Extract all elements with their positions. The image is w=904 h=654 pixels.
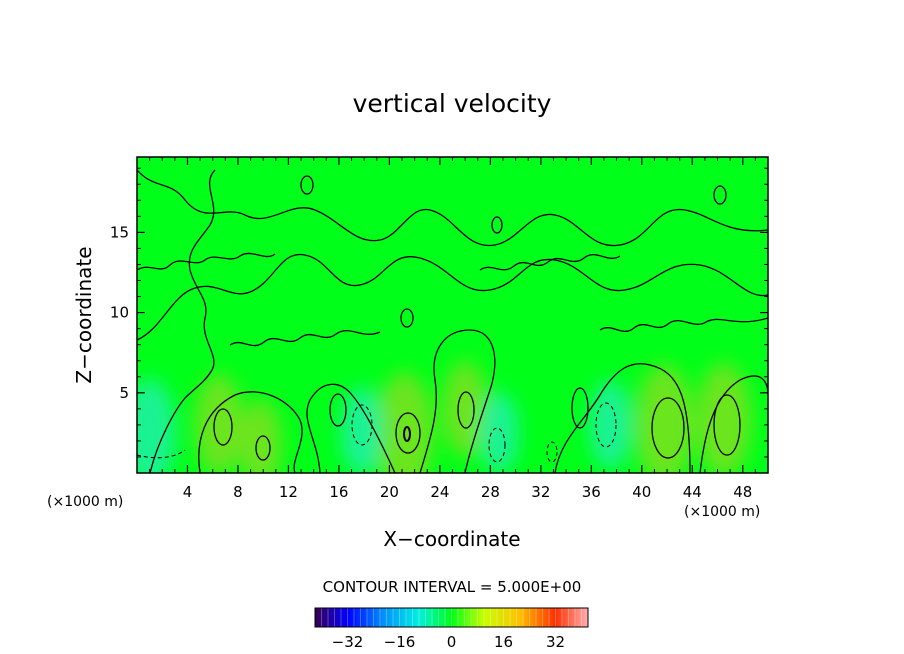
x-tick-label: 36 (582, 483, 601, 501)
contour-zero-left (149, 169, 216, 473)
colorbar-tick-label: −16 (384, 633, 416, 651)
contour-mid-band (137, 253, 768, 341)
contour-zero-5 (554, 363, 691, 473)
contour-downdraft-4 (595, 402, 617, 448)
y-tick-label: 15 (110, 223, 129, 241)
field-blob-downdraft-8 (479, 391, 519, 473)
y-tick-label: 5 (119, 384, 129, 402)
x-tick-label: 44 (683, 483, 702, 501)
contour-small-3 (491, 216, 503, 234)
colorbar-cells (321, 608, 582, 627)
contour-updraft-6 (713, 394, 741, 456)
field-blob-downdraft-9 (589, 380, 632, 470)
contour-small-2 (713, 185, 727, 205)
colorbar-tick-label: 0 (447, 633, 457, 651)
contour-small-4 (400, 308, 414, 328)
contour-wiggle-d (229, 329, 381, 347)
contour-updraft-1 (213, 408, 233, 446)
colorbar-gradient (315, 608, 588, 627)
contour-updraft-4 (457, 391, 475, 429)
contour-updraft-3 (395, 412, 421, 454)
contour-upper-band (137, 169, 768, 247)
y-axis: 5 10 15 (110, 167, 768, 458)
contour-zero-6 (699, 375, 768, 473)
contour-dashed (137, 402, 617, 463)
field-blobs (137, 361, 752, 473)
x-tick-label: 32 (531, 483, 550, 501)
x-unit-right: (×1000 m) (684, 504, 760, 520)
field-blob-updraft-5 (696, 362, 752, 473)
contour-wiggle-a (137, 252, 276, 271)
field-blob-downdraft-6 (137, 378, 176, 473)
field-blob-updraft-1 (239, 399, 282, 473)
contour-downdraft-2 (351, 404, 373, 446)
x-tick-label: 48 (733, 483, 752, 501)
x-tick-label: 16 (329, 483, 348, 501)
x-tick-label: 40 (632, 483, 651, 501)
field-blob-updraft-2 (375, 372, 434, 473)
contour-zero-4 (419, 329, 496, 473)
field-blob-updraft-0 (194, 374, 244, 473)
colorbar-ticks: −32 −16 0 16 32 (332, 633, 565, 651)
contour-zero-2 (198, 391, 303, 473)
contour-updraft-2 (255, 435, 271, 461)
colorbar-frame (314, 607, 589, 628)
chart-title: vertical velocity (353, 89, 552, 118)
y-axis-label: Z−coordinate (72, 246, 96, 383)
contour-small-1 (329, 393, 347, 427)
x-tick-label: 20 (380, 483, 399, 501)
y-tick-label: 10 (110, 304, 129, 322)
contour-interval-label: CONTOUR INTERVAL = 5.000E+00 (323, 578, 582, 596)
x-tick-label: 4 (183, 483, 193, 501)
x-tick-label: 12 (279, 483, 298, 501)
x-axis-label: X−coordinate (383, 527, 520, 551)
contour-zero-3 (306, 383, 396, 473)
x-unit-left: (×1000 m) (47, 494, 123, 510)
x-tick-label: 24 (430, 483, 449, 501)
contour-lines (137, 169, 768, 473)
x-axis: 4 8 12 16 20 24 28 32 36 40 44 48 (149, 157, 756, 501)
field-blob-updraft-4 (635, 364, 694, 473)
colorbar-tick-label: 32 (546, 633, 565, 651)
contour-downdraft-3 (488, 427, 506, 463)
contour-wiggle-c (599, 317, 768, 333)
x-tick-label: 8 (233, 483, 243, 501)
contour-updraft-3-core (403, 426, 411, 442)
x-tick-label: 28 (481, 483, 500, 501)
colorbar-tick-label: 16 (494, 633, 513, 651)
contour-updraft-7 (571, 387, 589, 429)
contour-updraft-5 (651, 397, 685, 459)
contour-small-5 (300, 175, 314, 195)
colorbar-tick-label: −32 (332, 633, 364, 651)
field-blob-downdraft-7 (340, 386, 383, 473)
colorbar: −32 −16 0 16 32 (314, 607, 589, 651)
contour-downdraft-5 (546, 441, 558, 463)
contour-wiggle-b (479, 253, 621, 271)
plot-area (136, 156, 769, 474)
